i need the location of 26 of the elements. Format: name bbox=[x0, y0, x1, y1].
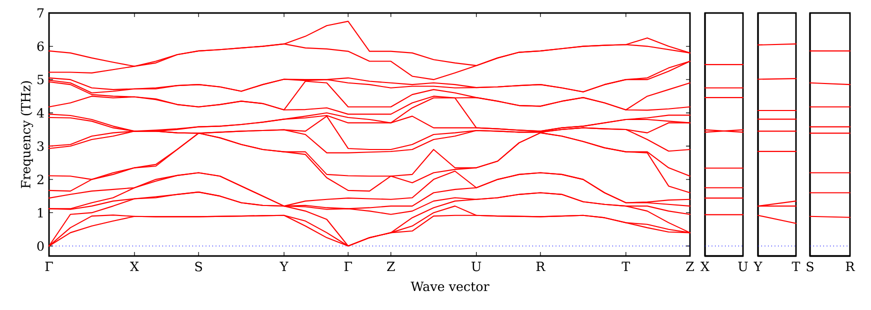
y-tick-label: 7 bbox=[38, 8, 44, 18]
y-tick-label: 2 bbox=[37, 174, 44, 184]
x-tick-label: Γ bbox=[344, 262, 352, 272]
x-tick-label: U bbox=[738, 262, 748, 272]
y-tick-label: 0 bbox=[37, 241, 44, 251]
x-tick-label: Y bbox=[754, 262, 762, 272]
x-tick-label: T bbox=[622, 262, 630, 272]
y-tick-label: 1 bbox=[38, 208, 43, 218]
x-axis-title: Wave vector bbox=[410, 282, 490, 292]
x-tick-label: Γ bbox=[45, 262, 53, 272]
x-tick-label: S bbox=[806, 262, 814, 272]
y-tick-label: 6 bbox=[37, 41, 44, 52]
x-tick-label: R bbox=[536, 262, 546, 272]
x-tick-label: Z bbox=[387, 262, 395, 272]
y-tick-label: 4 bbox=[36, 108, 44, 118]
x-tick-label: X bbox=[700, 262, 710, 272]
x-tick-label: Z bbox=[686, 262, 694, 272]
y-tick-label: 5 bbox=[38, 74, 44, 84]
y-tick-label: 3 bbox=[37, 141, 44, 151]
x-tick-label: Y bbox=[280, 262, 288, 272]
x-tick-label: X bbox=[130, 262, 139, 272]
x-tick-label: S bbox=[195, 262, 202, 272]
x-tick-label: U bbox=[472, 262, 482, 272]
y-axis-title: Frequency (THz) bbox=[20, 81, 34, 188]
x-tick-label: R bbox=[846, 262, 856, 272]
x-tick-label: T bbox=[792, 262, 800, 272]
